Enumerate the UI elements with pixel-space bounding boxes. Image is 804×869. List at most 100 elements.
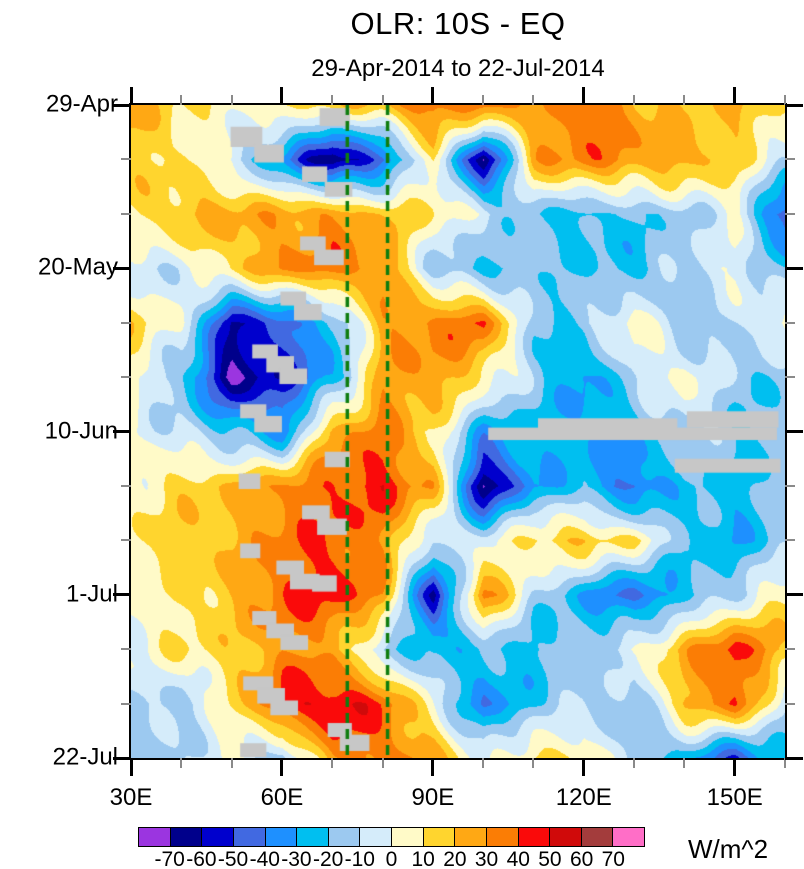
colorbar-box [297,828,329,846]
y-axis-minor-tick [785,376,795,379]
colorbar-box [360,828,392,846]
y-axis-major-tick [785,756,803,760]
y-axis-major-tick [785,593,803,597]
x-axis-minor-tick [381,758,384,768]
x-axis-minor-tick [230,95,233,105]
colorbar-box [170,828,203,846]
y-axis-minor-tick [785,539,795,542]
x-axis-major-tick [129,758,133,776]
colorbar-box [265,828,298,846]
y-axis-minor-tick [121,321,131,324]
x-axis-minor-tick [482,758,485,768]
x-axis-major-tick [733,758,737,776]
y-axis-minor-tick [785,648,795,651]
x-axis-major-tick [280,87,284,105]
x-axis-tick-label: 90E [411,784,455,811]
y-axis-major-tick [785,430,803,433]
colorbar-unit-label: W/m^2 [688,834,769,864]
x-axis-major-tick [582,87,586,105]
x-axis-major-tick [733,87,737,105]
chart-subtitle: 29-Apr-2014 to 22-Jul-2014 [311,55,605,82]
x-axis-major-tick [582,758,586,776]
colorbar [138,827,645,847]
x-axis-minor-tick [482,95,485,105]
y-axis-major-tick [113,266,131,270]
y-axis-minor-tick [121,212,131,215]
x-axis-tick-label: 30E [109,784,153,811]
y-axis-minor-tick [121,484,131,487]
colorbar-tick-label: -30 [281,848,312,869]
colorbar-tick-label: 50 [538,848,562,869]
x-axis-major-tick [129,87,133,105]
colorbar-box [392,828,424,846]
colorbar-tick-label: -50 [217,848,249,869]
colorbar-box [518,828,551,846]
y-axis-major-tick [113,756,131,760]
x-axis-minor-tick [683,95,686,105]
y-axis-tick-label: 20-May [37,253,118,281]
colorbar-box [233,828,266,846]
y-axis-minor-tick [785,158,795,161]
colorbar-tick-label: -20 [312,848,344,869]
y-axis-tick-label: 10-Jun [44,416,118,444]
colorbar-box [550,828,582,846]
colorbar-box [581,828,614,846]
colorbar-tick-label: 60 [569,848,594,869]
colorbar-tick-label: 70 [601,848,625,869]
olr-anomaly-field-canvas [131,105,785,758]
x-axis-tick-label: 150E [706,784,763,811]
y-axis-major-tick [113,593,131,597]
x-axis-minor-tick [331,95,334,105]
y-axis-minor-tick [785,212,795,215]
x-axis-minor-tick [230,758,233,768]
x-axis-major-tick [431,87,435,105]
colorbar-box [455,828,487,846]
colorbar-box [423,828,456,846]
y-axis-tick-label: 1-Jul [65,580,118,608]
x-axis-major-tick [280,758,284,776]
plot-frame [129,103,787,760]
y-axis-tick-label: 29-Apr [45,90,118,118]
x-axis-minor-tick [381,95,384,105]
colorbar-tick-label: 10 [411,848,435,869]
x-axis-minor-tick [532,758,535,768]
colorbar-tick-label: 0 [385,848,398,869]
y-axis-minor-tick [785,321,795,324]
x-axis-minor-tick [532,95,535,105]
x-axis-minor-tick [180,758,183,768]
x-axis-minor-tick [683,758,686,768]
colorbar-box [202,828,234,846]
y-axis-major-tick [113,103,131,107]
colorbar-tick-label: 20 [443,848,467,869]
y-axis-minor-tick [121,539,131,542]
x-axis-minor-tick [633,758,636,768]
x-axis-minor-tick [331,758,334,768]
colorbar-box [139,828,171,846]
colorbar-box [486,828,519,846]
x-axis-major-tick [431,758,435,776]
y-axis-minor-tick [121,648,131,651]
y-axis-minor-tick [121,158,131,161]
colorbar-tick-label: -40 [249,848,280,869]
chart-title: OLR: 10S - EQ [350,6,566,41]
y-axis-minor-tick [785,702,795,705]
colorbar-box [328,828,361,846]
y-axis-minor-tick [785,484,795,487]
colorbar-box [613,828,644,846]
y-axis-major-tick [785,103,803,107]
x-axis-minor-tick [784,758,786,768]
y-axis-major-tick [785,266,803,270]
y-axis-major-tick [113,430,131,433]
y-axis-tick-label: 22-Jul [52,743,118,771]
colorbar-tick-label: -10 [344,848,375,869]
y-axis-minor-tick [121,702,131,705]
y-axis-minor-tick [121,376,131,379]
x-axis-minor-tick [784,95,786,105]
colorbar-tick-label: -60 [186,848,217,869]
x-axis-minor-tick [180,95,183,105]
colorbar-tick-label: 40 [506,848,530,869]
x-axis-minor-tick [633,95,636,105]
colorbar-tick-label: 30 [474,848,499,869]
x-axis-tick-label: 120E [555,784,612,811]
